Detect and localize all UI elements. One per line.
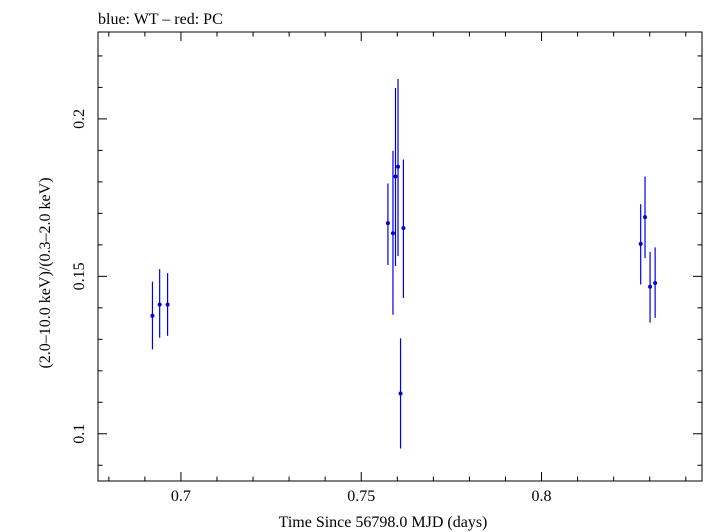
data-point	[390, 231, 395, 236]
data-point	[638, 241, 643, 246]
x-axis-label: Time Since 56798.0 MJD (days)	[279, 514, 488, 531]
data-point	[401, 226, 406, 231]
data-point	[643, 215, 648, 220]
data-point	[648, 284, 653, 289]
data-point	[396, 164, 401, 169]
chart-title: blue: WT – red: PC	[98, 11, 223, 28]
data-point	[398, 391, 403, 396]
x-tick-label: 0.8	[532, 488, 552, 505]
x-axis: 0.7 0.75 0.8	[108, 32, 687, 505]
data-point	[157, 302, 162, 307]
data-series-wt	[150, 78, 658, 449]
data-point	[393, 174, 398, 179]
data-point	[653, 280, 658, 285]
y-axis: 0.1 0.15 0.2	[71, 55, 702, 466]
y-tick-label: 0.2	[71, 109, 88, 129]
plot-frame	[97, 31, 703, 482]
data-point	[150, 313, 155, 318]
x-tick-label: 0.7	[171, 488, 191, 505]
data-point	[385, 221, 390, 226]
y-tick-label: 0.15	[71, 262, 88, 290]
y-axis-label: (2.0–10.0 keV)/(0.3–2.0 keV)	[37, 177, 54, 368]
data-point	[165, 302, 170, 307]
y-tick-label: 0.1	[71, 424, 88, 444]
x-tick-label: 0.75	[347, 488, 375, 505]
